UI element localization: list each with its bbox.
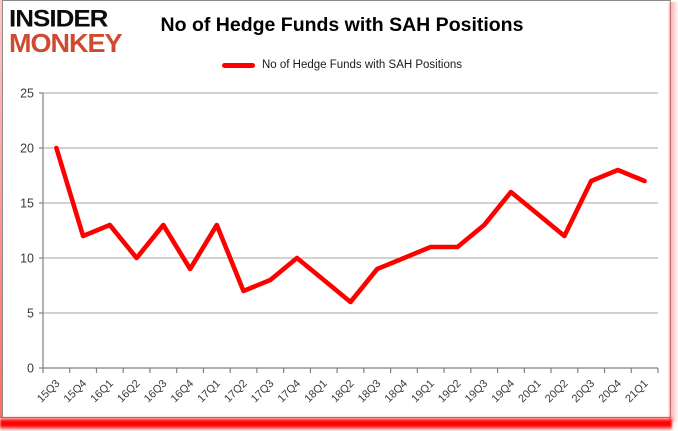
axes (39, 92, 659, 373)
svg-text:20: 20 (20, 142, 34, 156)
svg-text:20Q1: 20Q1 (516, 378, 544, 406)
legend-line-marker (221, 62, 255, 68)
svg-text:25: 25 (20, 87, 34, 101)
svg-text:19Q3: 19Q3 (463, 378, 491, 406)
logo-text-insider: INSIDER (9, 4, 108, 32)
svg-text:19Q1: 19Q1 (409, 378, 437, 406)
svg-text:18Q1: 18Q1 (302, 378, 330, 406)
frame-glow-right (669, 2, 678, 422)
svg-text:17Q1: 17Q1 (195, 378, 223, 406)
svg-text:0: 0 (27, 362, 34, 376)
logo-text-monkey: MONKEY (9, 29, 123, 58)
svg-text:19Q2: 19Q2 (436, 378, 464, 406)
gridlines (43, 92, 658, 314)
svg-text:21Q1: 21Q1 (623, 378, 651, 406)
svg-text:17Q2: 17Q2 (222, 378, 250, 406)
svg-text:16Q3: 16Q3 (142, 378, 170, 406)
svg-text:18Q3: 18Q3 (356, 378, 384, 406)
chart-title: No of Hedge Funds with SAH Positions (160, 14, 524, 36)
svg-text:20Q3: 20Q3 (570, 378, 598, 406)
svg-text:15Q4: 15Q4 (62, 378, 90, 406)
chart-card (2, 0, 671, 418)
svg-text:10: 10 (20, 252, 34, 266)
x-axis-labels: 15Q3 15Q4 16Q1 16Q2 16Q3 16Q4 17Q1 17Q2 17Q3 17Q4… (35, 378, 651, 406)
svg-text:20Q2: 20Q2 (543, 378, 571, 406)
svg-text:17Q4: 17Q4 (276, 378, 304, 406)
svg-text:17Q3: 17Q3 (249, 378, 277, 406)
svg-text:20Q4: 20Q4 (596, 378, 624, 406)
svg-text:18Q4: 18Q4 (383, 378, 411, 406)
frame-glow-left (0, 0, 2, 418)
frame-glow-bottom (0, 417, 672, 431)
legend-label: No of Hedge Funds with SAH Positions (261, 59, 463, 71)
svg-text:16Q2: 16Q2 (115, 378, 143, 406)
svg-text:15Q3: 15Q3 (35, 378, 63, 406)
series-line (54, 145, 647, 305)
y-axis-labels: 0 5 10 15 20 25 (20, 87, 34, 376)
svg-text:15: 15 (20, 197, 34, 211)
insider-monkey-logo: INSIDER MONKEY (9, 4, 123, 58)
svg-text:19Q4: 19Q4 (490, 378, 518, 406)
svg-text:16Q1: 16Q1 (88, 378, 116, 406)
svg-text:5: 5 (27, 307, 34, 321)
svg-text:18Q2: 18Q2 (329, 378, 357, 406)
svg-text:16Q4: 16Q4 (169, 378, 197, 406)
legend: No of Hedge Funds with SAH Positions (6, 59, 678, 71)
